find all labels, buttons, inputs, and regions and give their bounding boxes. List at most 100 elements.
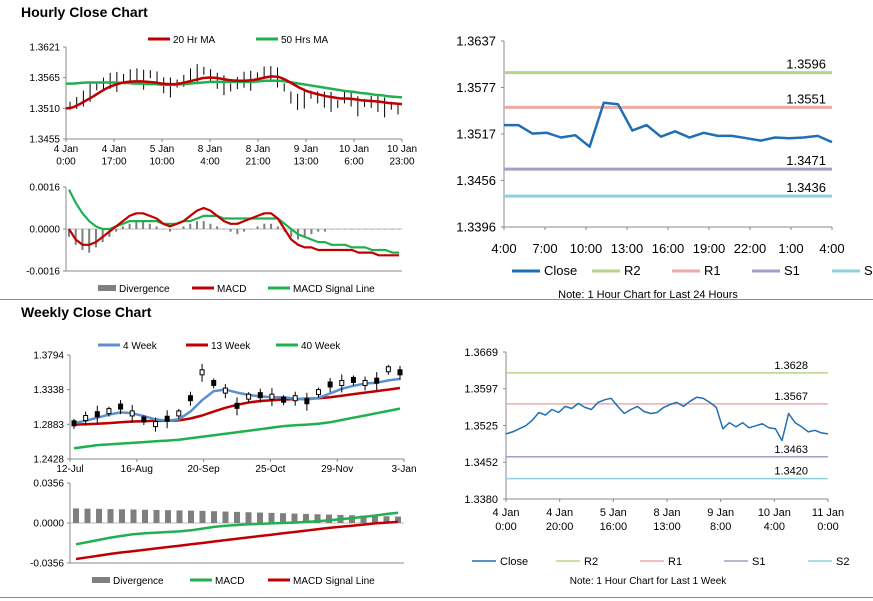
weekly-price-xtick-label: 25-Oct — [255, 464, 285, 475]
hourly-price-xtick-label: 4 Jan 17:00 — [101, 144, 126, 168]
hourly-24h-xtick-label: 10:00 — [570, 241, 603, 256]
weekly-price-candle-body — [385, 366, 391, 373]
weekly-hourly-ytick-label: 1.3380 — [464, 494, 498, 506]
weekly-legend-4wk-label: 4 Week — [123, 341, 158, 352]
weekly-macd-divergence-bar — [280, 513, 286, 523]
weekly-macd-divergence-bar — [372, 515, 378, 523]
weekly-40wk-line — [73, 407, 401, 450]
hourly-legend-20hr-label: 20 Hr MA — [173, 35, 216, 46]
weekly-macd-divergence-bar — [176, 510, 183, 523]
weekly-macd-legend-divergence-label: Divergence — [113, 576, 164, 587]
hourly-macd-divergence-bar — [371, 229, 374, 230]
hourly-macd-legend-divergence-label: Divergence — [119, 284, 170, 295]
bottom-divider — [0, 597, 873, 598]
hourly-24h-xtick-label: 16:00 — [652, 241, 685, 256]
weekly-price-candle-body — [153, 421, 158, 428]
hourly-macd-divergence-bar — [169, 229, 172, 232]
weekly-hourly-legend-s2-label: S2 — [836, 556, 849, 568]
hourly-macd-divergence-bar — [317, 229, 320, 232]
hourly-price-xtick-label: 5 Jan 10:00 — [149, 144, 174, 168]
hourly-macd-divergence-bar — [330, 229, 333, 230]
hourly-macd-divergence-bar — [337, 229, 340, 230]
weekly-price-ytick-label: 1.2883 — [33, 420, 64, 431]
hourly-macd-divergence-bar — [74, 229, 77, 245]
hourly-macd-divergence-bar — [391, 229, 394, 230]
weekly-macd-legend-signal-label: MACD Signal Line — [293, 576, 375, 587]
hourly-24h-xtick-label: 4:00 — [819, 241, 844, 256]
hourly-24h-ytick-label: 1.3456 — [456, 173, 496, 188]
weekly-hourly-ytick-label: 1.3525 — [464, 420, 498, 432]
hourly-macd-ytick-label: 0.0016 — [29, 183, 60, 194]
weekly-macd-ytick-label: 0.0356 — [33, 479, 64, 490]
hourly-macd-ytick-label: 0.0000 — [29, 225, 60, 236]
hourly-24h-xtick-label: 7:00 — [532, 241, 557, 256]
hourly-macd-divergence-bar — [155, 226, 158, 229]
weekly-price-candle-body — [164, 415, 170, 422]
hourly-24h-level-s1-label: 1.3471 — [786, 153, 826, 168]
hourly-price-xtick-label: 8 Jan 4:00 — [198, 144, 222, 168]
hourly-macd-divergence-bar — [81, 229, 84, 250]
hourly-macd-divergence-bar — [276, 226, 279, 229]
weekly-macd-divergence-bar — [130, 509, 137, 523]
hourly-macd-divergence-bar — [229, 229, 232, 232]
weekly-macd-divergence-bar — [165, 510, 171, 523]
weekly-hourly-xtick-label: 9 Jan 8:00 — [707, 507, 734, 533]
weekly-section-title: Weekly Close Chart — [21, 304, 152, 320]
hourly-macd-divergence-bar — [94, 229, 97, 248]
hourly-macd-divergence-bar — [249, 229, 252, 230]
hourly-macd-divergence-bar — [323, 229, 326, 232]
hourly-24h-xtick-label: 19:00 — [693, 241, 726, 256]
hourly-macd-divergence-bar — [270, 223, 273, 229]
weekly-macd-divergence-bar — [303, 513, 309, 523]
weekly-macd-divergence-bar — [222, 511, 229, 523]
hourly-macd-divergence-bar — [195, 221, 198, 229]
weekly-price-candle-body — [199, 369, 205, 376]
weekly-price-candle-body — [234, 402, 240, 409]
hourly-24h-legend-close-label: Close — [544, 263, 577, 278]
hourly-macd-divergence-bar — [121, 226, 124, 229]
weekly-price-candle-body — [176, 410, 182, 417]
hourly-20hr-ma-line — [65, 75, 403, 110]
weekly-hourly-xtick-label: 4 Jan 0:00 — [493, 507, 520, 533]
hourly-macd-legend-signal-label: MACD Signal Line — [293, 284, 375, 295]
hourly-macd-divergence-bar — [236, 229, 239, 235]
hourly-macd-divergence-bar — [115, 229, 118, 232]
weekly-macd-divergence-bar — [257, 512, 263, 523]
weekly-price-candle-body — [106, 408, 112, 415]
hourly-price-xtick-label: 9 Jan 13:00 — [293, 144, 318, 168]
hourly-24h-xtick-label: 22:00 — [734, 241, 767, 256]
weekly-macd-divergence-bar — [84, 508, 91, 523]
weekly-macd-legend-divergence-swatch — [92, 577, 110, 583]
hourly-macd-divergence-bar — [142, 221, 145, 229]
weekly-price-candle-body — [327, 381, 333, 388]
hourly-macd-divergence-bar — [357, 229, 360, 230]
hourly-24h-ytick-label: 1.3637 — [456, 34, 496, 49]
weekly-macd-divergence-bar — [142, 509, 148, 523]
weekly-price-candle-body — [374, 377, 380, 384]
hourly-macd-legend-macd-label: MACD — [217, 284, 246, 295]
hourly-price-ytick-label: 1.3510 — [29, 104, 60, 115]
weekly-macd-divergence-bar — [268, 512, 275, 523]
hourly-price-xtick-label: 10 Jan 6:00 — [339, 144, 369, 168]
hourly-price-xtick-label: 8 Jan 21:00 — [245, 144, 270, 168]
weekly-macd-divergence-bar — [199, 510, 206, 523]
weekly-hourly-ytick-label: 1.3669 — [464, 347, 498, 359]
hourly-macd-divergence-bar — [364, 229, 367, 230]
hourly-24h-ytick-label: 1.3517 — [456, 127, 496, 142]
weekly-hourly-xtick-label: 8 Jan 13:00 — [653, 507, 681, 533]
hourly-macd-divergence-bar — [350, 229, 353, 230]
hourly-macd-signal-line — [68, 189, 399, 254]
weekly-price-candle-body — [141, 416, 147, 423]
weekly-price-candle-body — [397, 369, 403, 376]
hourly-24h-level-r1-label: 1.3551 — [786, 91, 826, 106]
weekly-hourly-ytick-label: 1.3597 — [464, 384, 498, 396]
weekly-hourly-close-line — [505, 396, 829, 442]
weekly-macd-divergence-bar — [326, 514, 332, 523]
weekly-hourly-legend-s1-label: S1 — [752, 556, 765, 568]
hourly-macd-divergence-bar — [209, 223, 212, 229]
weekly-hourly-level-s2-label: 1.3420 — [774, 466, 808, 478]
weekly-hourly-xtick-label: 4 Jan 20:00 — [546, 507, 574, 533]
hourly-24h-note: Note: 1 Hour Chart for Last 24 Hours — [558, 289, 738, 301]
weekly-price-candle-body — [211, 379, 217, 386]
hourly-macd-divergence-bar — [222, 229, 225, 230]
